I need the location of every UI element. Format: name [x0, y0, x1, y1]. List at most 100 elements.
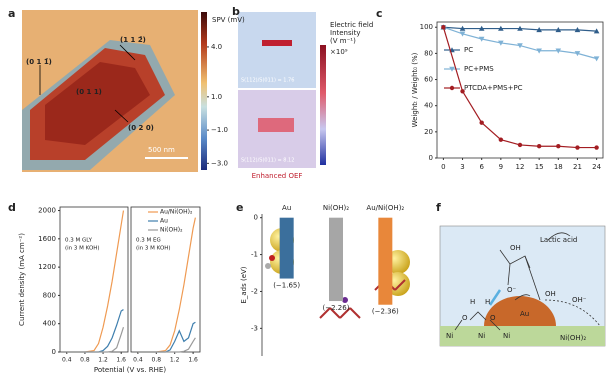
marker — [555, 27, 562, 33]
marker — [556, 144, 561, 149]
annotation: 0.3 M EG — [136, 238, 161, 244]
y-axis-label: Weightₜ / Weight₀ (%) — [411, 52, 419, 127]
colorbar-title: (V m⁻¹) — [330, 37, 356, 45]
marker — [478, 36, 485, 42]
marker — [441, 25, 446, 30]
colorbar-scale: ×10⁹ — [330, 48, 348, 56]
data-line — [137, 337, 196, 353]
diagram-label: H — [470, 298, 475, 306]
legend-label: PTCDA+PMS+PC — [464, 84, 523, 92]
x-tick-label: 15 — [535, 163, 544, 171]
plot-frame — [59, 206, 129, 353]
y-tick-label: 0 — [429, 154, 433, 162]
colorbar-title: SPV (mV) — [212, 16, 245, 24]
colorbar-tick-label: −1.0 — [211, 126, 228, 134]
panel-letter: b — [232, 5, 240, 18]
bar — [378, 217, 393, 305]
diagram-label: O — [490, 314, 496, 322]
y-tick-label: 80 — [424, 49, 433, 57]
legend-marker — [449, 85, 455, 91]
panel-letter: c — [376, 7, 383, 20]
marker — [459, 25, 466, 31]
diagram-label: O⁻ — [507, 286, 517, 294]
diagram-label: Ni — [446, 332, 453, 340]
marker — [536, 144, 542, 149]
marker — [536, 48, 542, 54]
field-ratio: S(112)/S(011) = 1.76 — [241, 78, 294, 84]
marker — [459, 31, 466, 37]
marker — [574, 27, 581, 33]
marker — [517, 25, 523, 31]
marker — [498, 40, 504, 46]
marker — [479, 120, 484, 125]
y-tick-label: 800 — [43, 291, 56, 299]
value-label: (−2.36) — [372, 308, 399, 316]
marker — [460, 89, 465, 94]
y-tick-label: 0 — [52, 348, 56, 356]
marker — [555, 48, 562, 54]
diagram-label: Ni(OH)₂ — [560, 334, 586, 342]
colorbar-tick-label: 4.0 — [211, 43, 222, 51]
x-tick-label: 0.4 — [62, 357, 72, 364]
facet-label: (0 1 1̄) — [26, 58, 52, 66]
x-tick-label: 0.8 — [152, 357, 162, 364]
value-label: (−1.65) — [273, 282, 300, 290]
y-tick-label: 1600 — [38, 235, 56, 243]
y-tick-label: 0 — [254, 214, 258, 222]
y-axis-label: Current density (mA cm⁻²) — [18, 233, 26, 326]
data-line — [137, 321, 196, 353]
x-tick-label: 1.6 — [116, 357, 126, 364]
value-label: (−2.26) — [323, 304, 350, 312]
marker — [517, 43, 523, 49]
mechanism-diagram — [439, 225, 606, 347]
panel-letter: f — [436, 201, 441, 214]
x-tick-label: 24 — [592, 163, 601, 171]
x-tick-label: 0.4 — [133, 357, 143, 364]
category-label: Au/Ni(OH)₂ — [366, 204, 404, 212]
legend-marker — [449, 66, 455, 72]
y-tick-label: 40 — [424, 102, 433, 110]
marker — [574, 51, 581, 57]
x-tick-label: 1.6 — [188, 357, 198, 364]
diagram-label: Ni — [478, 332, 485, 340]
panel-letter: e — [236, 201, 243, 214]
marker — [498, 25, 504, 31]
y-tick-label: -3 — [251, 324, 258, 332]
x-tick-label: 12 — [516, 163, 525, 171]
legend-label: Ni(OH)₂ — [160, 227, 183, 234]
marker — [536, 27, 542, 33]
colorbar-title: Intensity — [330, 29, 360, 37]
diagram-label: Ni — [503, 332, 510, 340]
x-tick-label: 9 — [499, 163, 503, 171]
x-tick-label: 6 — [479, 163, 484, 171]
field-ratio: S(112)/S(011) = 8.12 — [241, 158, 294, 164]
x-tick-label: 1.2 — [170, 357, 180, 364]
marker — [593, 56, 600, 62]
bar — [329, 217, 343, 302]
legend-label: Au — [160, 218, 168, 225]
x-tick-label: 1.2 — [98, 357, 108, 364]
category-label: Ni(OH)₂ — [323, 204, 349, 212]
field-simulation — [238, 12, 326, 168]
colorbar-tick-label: 1.0 — [211, 93, 222, 101]
legend-label: Au/Ni(OH)₂ — [160, 209, 193, 216]
marker — [594, 145, 599, 150]
marker — [593, 28, 600, 34]
diagram-label: Au — [520, 310, 529, 318]
data-line — [66, 309, 124, 353]
data-line — [66, 327, 125, 353]
y-tick-label: 2000 — [38, 207, 56, 215]
x-axis-label: Potential (V vs. RHE) — [94, 366, 166, 374]
spv-map — [22, 10, 207, 172]
annotation: (in 3 M KOH) — [136, 246, 171, 252]
facet-label: (1 1 2̄) — [120, 36, 146, 44]
y-tick-label: 20 — [424, 128, 433, 136]
x-tick-label: 0 — [441, 163, 445, 171]
colorbar-title: Electric field — [330, 21, 373, 29]
y-axis-label: E_ads (eV) — [240, 266, 248, 303]
marker — [575, 145, 580, 150]
category-label: Au — [282, 204, 291, 212]
legend-label: PC+PMS — [464, 65, 494, 73]
diagram-label: OH⁻ — [572, 296, 587, 304]
